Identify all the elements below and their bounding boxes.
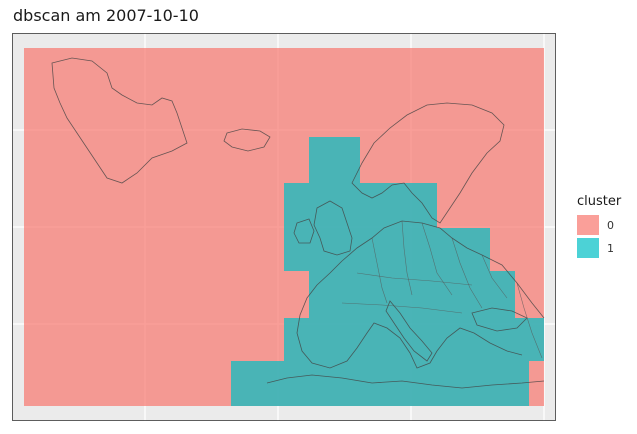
ireland-coast — [293, 218, 315, 244]
legend-swatch-1 — [577, 238, 599, 258]
legend: cluster 0 1 — [577, 194, 633, 260]
north-africa-coast — [266, 374, 545, 389]
legend-label-1: 1 — [607, 241, 614, 255]
legend-item-1: 1 — [577, 237, 633, 259]
italy-coast — [385, 300, 433, 362]
cluster-1-region — [231, 137, 544, 406]
scandinavia-coast — [351, 102, 505, 224]
legend-swatch-0 — [577, 215, 599, 235]
greenland-coast — [51, 57, 188, 184]
europe-coast — [296, 220, 545, 369]
iceland-coast — [223, 128, 271, 152]
legend-title: cluster — [577, 194, 622, 209]
map-canvas — [12, 33, 556, 421]
page-title: dbscan am 2007-10-10 — [13, 6, 199, 25]
legend-item-0: 0 — [577, 214, 633, 236]
country-borders — [341, 220, 543, 359]
legend-label-0: 0 — [607, 218, 614, 232]
britain-coast — [313, 200, 353, 256]
panel-border — [12, 33, 556, 421]
map-panel[interactable] — [12, 33, 556, 421]
blacksea-coast — [471, 307, 528, 332]
coastlines — [51, 57, 545, 389]
